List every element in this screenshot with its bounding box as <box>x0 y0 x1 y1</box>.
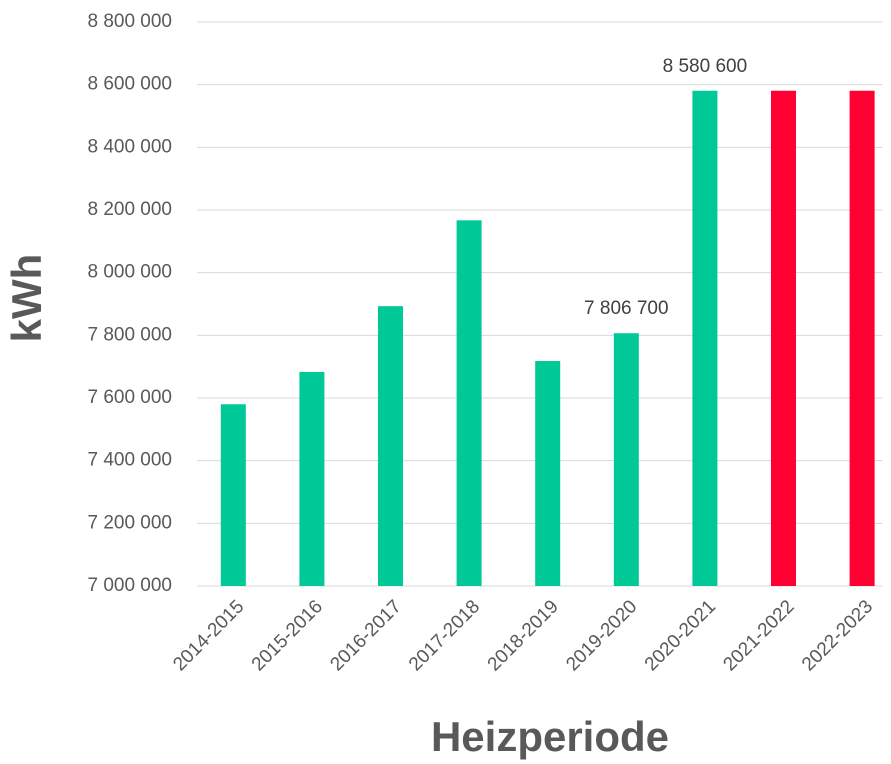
x-tick-label: 2020-2021 <box>641 596 720 675</box>
x-tick-label: 2019-2020 <box>562 596 641 675</box>
bar <box>692 90 718 586</box>
x-tick-label: 2017-2018 <box>405 596 484 675</box>
y-tick-label: 7 600 000 <box>87 387 172 408</box>
bar <box>456 220 482 586</box>
bar <box>220 404 246 586</box>
x-tick-label: 2021-2022 <box>719 596 798 675</box>
y-tick-label: 7 800 000 <box>87 324 172 345</box>
x-tick-label: 2016-2017 <box>326 596 405 675</box>
y-tick-label: 8 000 000 <box>87 262 172 283</box>
x-axis-title: Heizperiode <box>431 713 669 760</box>
x-tick-label: 2014-2015 <box>169 596 248 675</box>
x-tick-label: 2022-2023 <box>798 596 877 675</box>
y-tick-label: 8 600 000 <box>87 74 172 95</box>
bar <box>849 90 875 586</box>
y-tick-label: 7 000 000 <box>87 575 172 596</box>
bar <box>613 333 639 586</box>
y-tick-label: 8 400 000 <box>87 136 172 157</box>
value-label: 8 580 600 <box>663 56 748 77</box>
bar <box>535 361 561 586</box>
y-tick-label: 7 400 000 <box>87 450 172 471</box>
y-tick-label: 8 800 000 <box>87 11 172 32</box>
bar <box>378 306 403 586</box>
y-tick-label: 7 200 000 <box>87 512 172 533</box>
bar <box>771 90 796 586</box>
value-label: 7 806 700 <box>584 298 669 319</box>
bar <box>299 371 325 586</box>
x-tick-label: 2018-2019 <box>484 596 563 675</box>
x-tick-label: 2015-2016 <box>248 596 327 675</box>
y-tick-label: 8 200 000 <box>87 199 172 220</box>
y-axis-title: kWh <box>3 254 50 343</box>
